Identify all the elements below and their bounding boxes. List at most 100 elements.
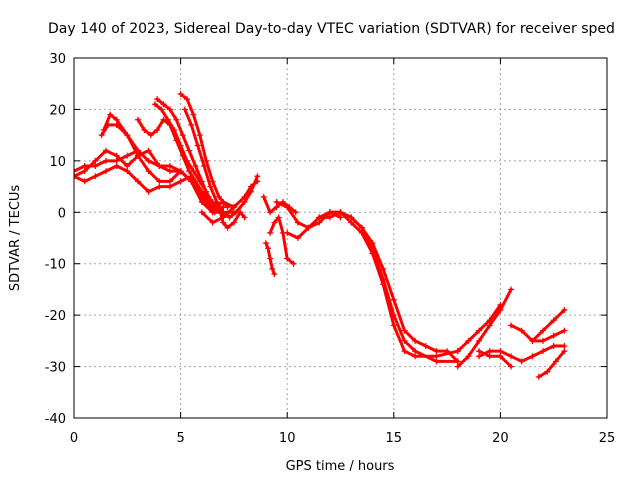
data-point [124,152,131,159]
data-point [203,157,210,164]
data-point [145,168,152,175]
data-point [518,358,525,365]
x-tick-label: 0 [70,431,78,446]
data-point [561,307,568,313]
data-point [188,121,195,128]
x-axis-label: GPS time / hours [286,459,395,474]
data-point [183,96,190,103]
data-point [241,199,248,205]
data-point [224,204,231,211]
data-point [476,327,483,334]
data-point [275,214,282,221]
data-point [145,157,152,164]
data-point [518,327,525,334]
x-tick-label: 15 [386,431,403,446]
data-point [198,199,205,205]
data-point [145,147,152,154]
data-point [113,121,120,128]
data-point [209,219,216,226]
data-point [166,183,173,190]
plot-frame [73,57,608,419]
data-point [254,173,261,180]
data-point [203,188,210,195]
y-tick-label: 20 [49,103,66,118]
data-point [284,229,291,236]
data-point [166,178,173,185]
data-point [124,163,131,169]
data-point [290,260,297,267]
series-arc-6 [136,118,225,209]
data-point [158,106,165,113]
data-point [529,353,536,360]
data-point [380,265,387,272]
data-point [550,317,557,324]
data-point [390,296,397,303]
data-point [561,327,568,334]
data-point [145,188,152,195]
data-point [454,348,461,355]
series-arc-9 [179,92,229,209]
data-point [134,178,141,185]
data-point [273,199,280,205]
data-point [465,337,472,344]
y-tick-label: -30 [45,361,66,376]
data-point [337,214,344,221]
data-point [486,348,493,355]
data-point [271,271,278,277]
series-arc-24 [509,323,566,343]
data-point [171,127,178,133]
data-point [113,116,120,123]
data-point [74,168,77,175]
data-point [267,209,274,216]
data-point [540,337,547,344]
data-point [267,255,274,262]
data-point [422,343,429,349]
data-point [215,204,222,211]
data-point [369,250,376,257]
data-point [380,281,387,288]
data-point [134,116,141,123]
data-point [348,219,355,226]
data-point [113,157,120,164]
data-point [237,209,244,216]
data-point [166,106,173,113]
y-tick-label: -40 [45,412,66,427]
data-point [186,147,193,154]
data-point [147,132,154,139]
data-point [476,353,483,360]
data-point [74,173,77,180]
data-point [224,224,231,231]
data-point [540,348,547,355]
data-point [262,240,269,247]
x-tick-label: 20 [492,431,509,446]
data-point [194,142,201,149]
series-arc-12 [217,205,247,230]
data-point [508,363,515,370]
data-point [156,183,163,190]
data-point [102,168,109,175]
data-point [241,193,248,200]
data-point [190,168,197,175]
x-tick-label: 5 [176,431,184,446]
data-point [173,116,180,123]
data-point [337,209,344,216]
y-tick-label: 0 [58,206,66,221]
data-point [412,353,419,360]
data-point [124,168,131,175]
data-point [540,327,547,334]
data-point [98,132,105,139]
data-point [154,96,161,103]
data-point [134,147,141,154]
data-point [177,142,184,149]
data-point [508,322,515,329]
data-point [476,348,483,355]
y-tick-label: 10 [49,155,66,170]
data-point [544,368,551,375]
data-point [476,337,483,344]
data-layer [74,91,568,380]
data-point [444,348,451,355]
data-point [81,168,88,175]
data-point [215,193,222,200]
